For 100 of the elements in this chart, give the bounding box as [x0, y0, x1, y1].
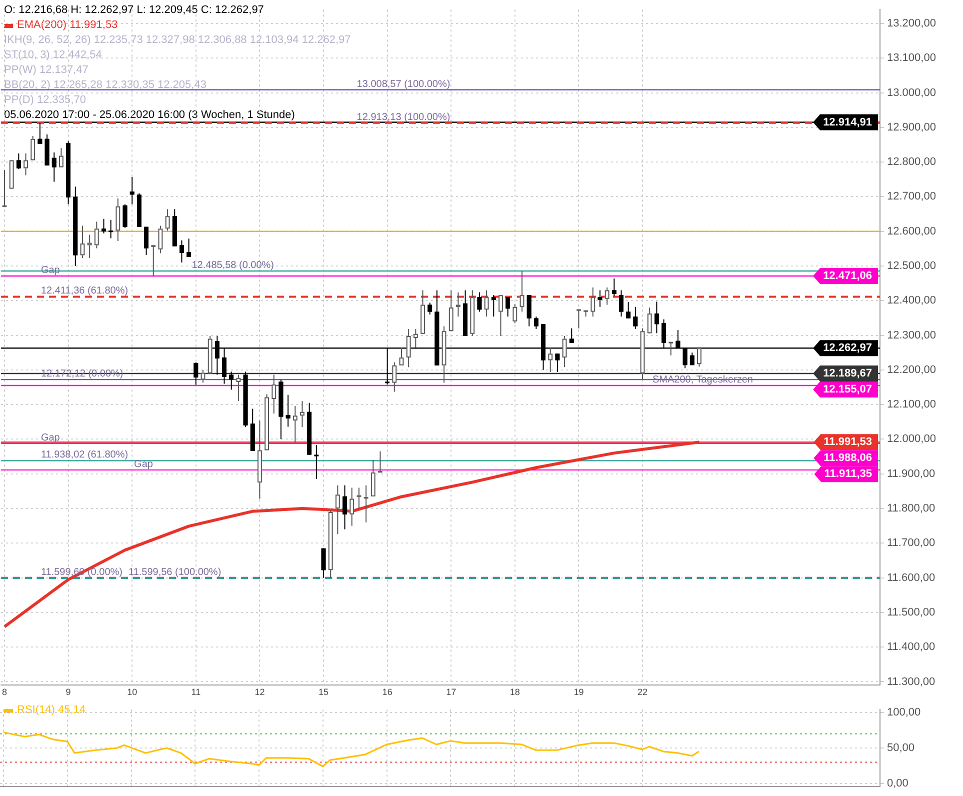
y-tick-label: 12.100,00	[887, 398, 936, 411]
candlestick	[272, 374, 276, 414]
candlestick	[506, 296, 510, 318]
candlestick	[328, 510, 333, 578]
candlestick	[165, 208, 170, 232]
annotation: 12.411,36 (61.80%)	[40, 286, 128, 297]
candlestick	[350, 487, 354, 526]
ref-line-label: 12.262,97	[823, 342, 872, 354]
x-tick-label: 15	[318, 687, 329, 698]
y-tick-label: 12.900,00	[887, 121, 936, 134]
candlestick	[406, 328, 411, 368]
candlestick	[144, 226, 148, 256]
candlestick	[392, 362, 397, 392]
candlestick	[335, 484, 340, 535]
ref-line-label: 12.189,67	[823, 368, 872, 380]
candlestick	[512, 304, 518, 324]
candlestick	[520, 270, 524, 312]
candlestick	[604, 286, 610, 306]
y-tick-label: 50,00	[887, 742, 915, 754]
candlestick	[619, 290, 624, 318]
ref-line-label: 11.988,06	[824, 452, 872, 464]
annotation: PP(D) 12.335,70	[4, 93, 87, 108]
candlestick	[151, 244, 156, 276]
y-tick-label: 100,00	[887, 706, 921, 718]
candlestick	[654, 301, 659, 334]
candlestick	[420, 290, 425, 334]
candlestick	[80, 225, 85, 259]
candlestick	[321, 548, 326, 578]
candlestick	[428, 302, 432, 315]
x-tick-label: 9	[66, 687, 71, 698]
candlestick	[647, 307, 652, 334]
candlestick	[491, 294, 496, 318]
candlestick	[243, 371, 248, 428]
annotation: 12.913,13 (100.00%)	[356, 112, 450, 123]
x-tick-label: 8	[2, 687, 8, 698]
x-tick-label: 18	[510, 687, 520, 698]
candlestick	[342, 484, 347, 530]
y-tick-label: 11.600,00	[887, 572, 936, 584]
annotation: 13.008,57 (100.00%)	[356, 78, 450, 90]
candlestick	[87, 234, 92, 259]
candlestick	[59, 148, 64, 168]
annotation: IKH(9, 26, 52, 26) 12.235,73 12.327,98 12.306,88 12.103,94 12.262,97	[4, 33, 351, 48]
candlestick	[102, 218, 106, 234]
y-tick-label: 12.300,00	[887, 329, 936, 342]
candlestick	[569, 328, 574, 344]
y-tick-label: 12.600,00	[887, 225, 936, 238]
candlestick	[548, 347, 553, 372]
candlestick	[172, 208, 177, 247]
candlestick	[612, 278, 616, 297]
candlestick	[73, 186, 78, 266]
x-tick-label: 11	[191, 687, 201, 698]
candlestick	[194, 362, 198, 386]
x-tick-label: 12	[254, 687, 265, 698]
candlestick	[690, 352, 694, 366]
candlestick	[94, 221, 99, 249]
candlestick	[186, 238, 192, 258]
candlestick	[229, 371, 234, 390]
candlestick	[300, 400, 304, 428]
candlestick	[590, 286, 596, 318]
candlestick	[470, 290, 475, 336]
candlestick	[442, 326, 446, 384]
x-tick-label: 17	[446, 687, 456, 698]
y-tick-label: 11.300,00	[887, 676, 936, 688]
candlestick	[370, 460, 376, 497]
candlestick	[484, 290, 489, 318]
chart-title: O: 12.216,68 H: 12.262,97 L: 12.209,45 C: 12.262,97	[4, 3, 265, 18]
y-tick-label: 13.100,00	[887, 52, 936, 64]
candlestick	[130, 176, 134, 205]
y-tick-label: 12.000,00	[887, 433, 936, 446]
candlestick	[448, 290, 454, 332]
annotation: PP(W) 12.137,47	[4, 63, 90, 78]
y-tick-label: 11.400,00	[887, 641, 936, 654]
candlestick	[200, 369, 206, 384]
candlestick	[456, 292, 460, 318]
candlestick	[52, 152, 56, 182]
x-tick-label: 22	[638, 687, 648, 698]
x-tick-label: 16	[382, 687, 392, 698]
annotation: BB(20, 2) 12.265,28 12.330,35 12.205,43	[4, 78, 208, 93]
candlestick	[30, 136, 36, 161]
candlestick	[258, 420, 262, 500]
candlestick	[633, 306, 638, 330]
candlestick	[399, 347, 404, 366]
ref-line-label: 11.991,53	[824, 436, 872, 448]
candlestick	[16, 152, 21, 170]
ref-line-label: 12.471,06	[823, 270, 872, 282]
ref-line-label: 12.914,91	[823, 116, 872, 128]
y-tick-label: 11.800,00	[887, 502, 936, 515]
candlestick	[116, 198, 120, 242]
candlestick	[555, 353, 560, 372]
candlestick	[498, 294, 503, 336]
y-tick-label: 13.200,00	[887, 17, 936, 30]
candlestick	[236, 374, 241, 402]
y-tick-label: 13.000,00	[887, 86, 936, 99]
y-tick-label: 12.700,00	[887, 190, 936, 203]
y-tick-label: 11.700,00	[887, 537, 936, 550]
candlestick	[286, 394, 290, 428]
candlestick	[413, 328, 418, 348]
candlestick	[562, 335, 567, 368]
candlestick	[122, 204, 128, 228]
candlestick	[292, 405, 298, 444]
